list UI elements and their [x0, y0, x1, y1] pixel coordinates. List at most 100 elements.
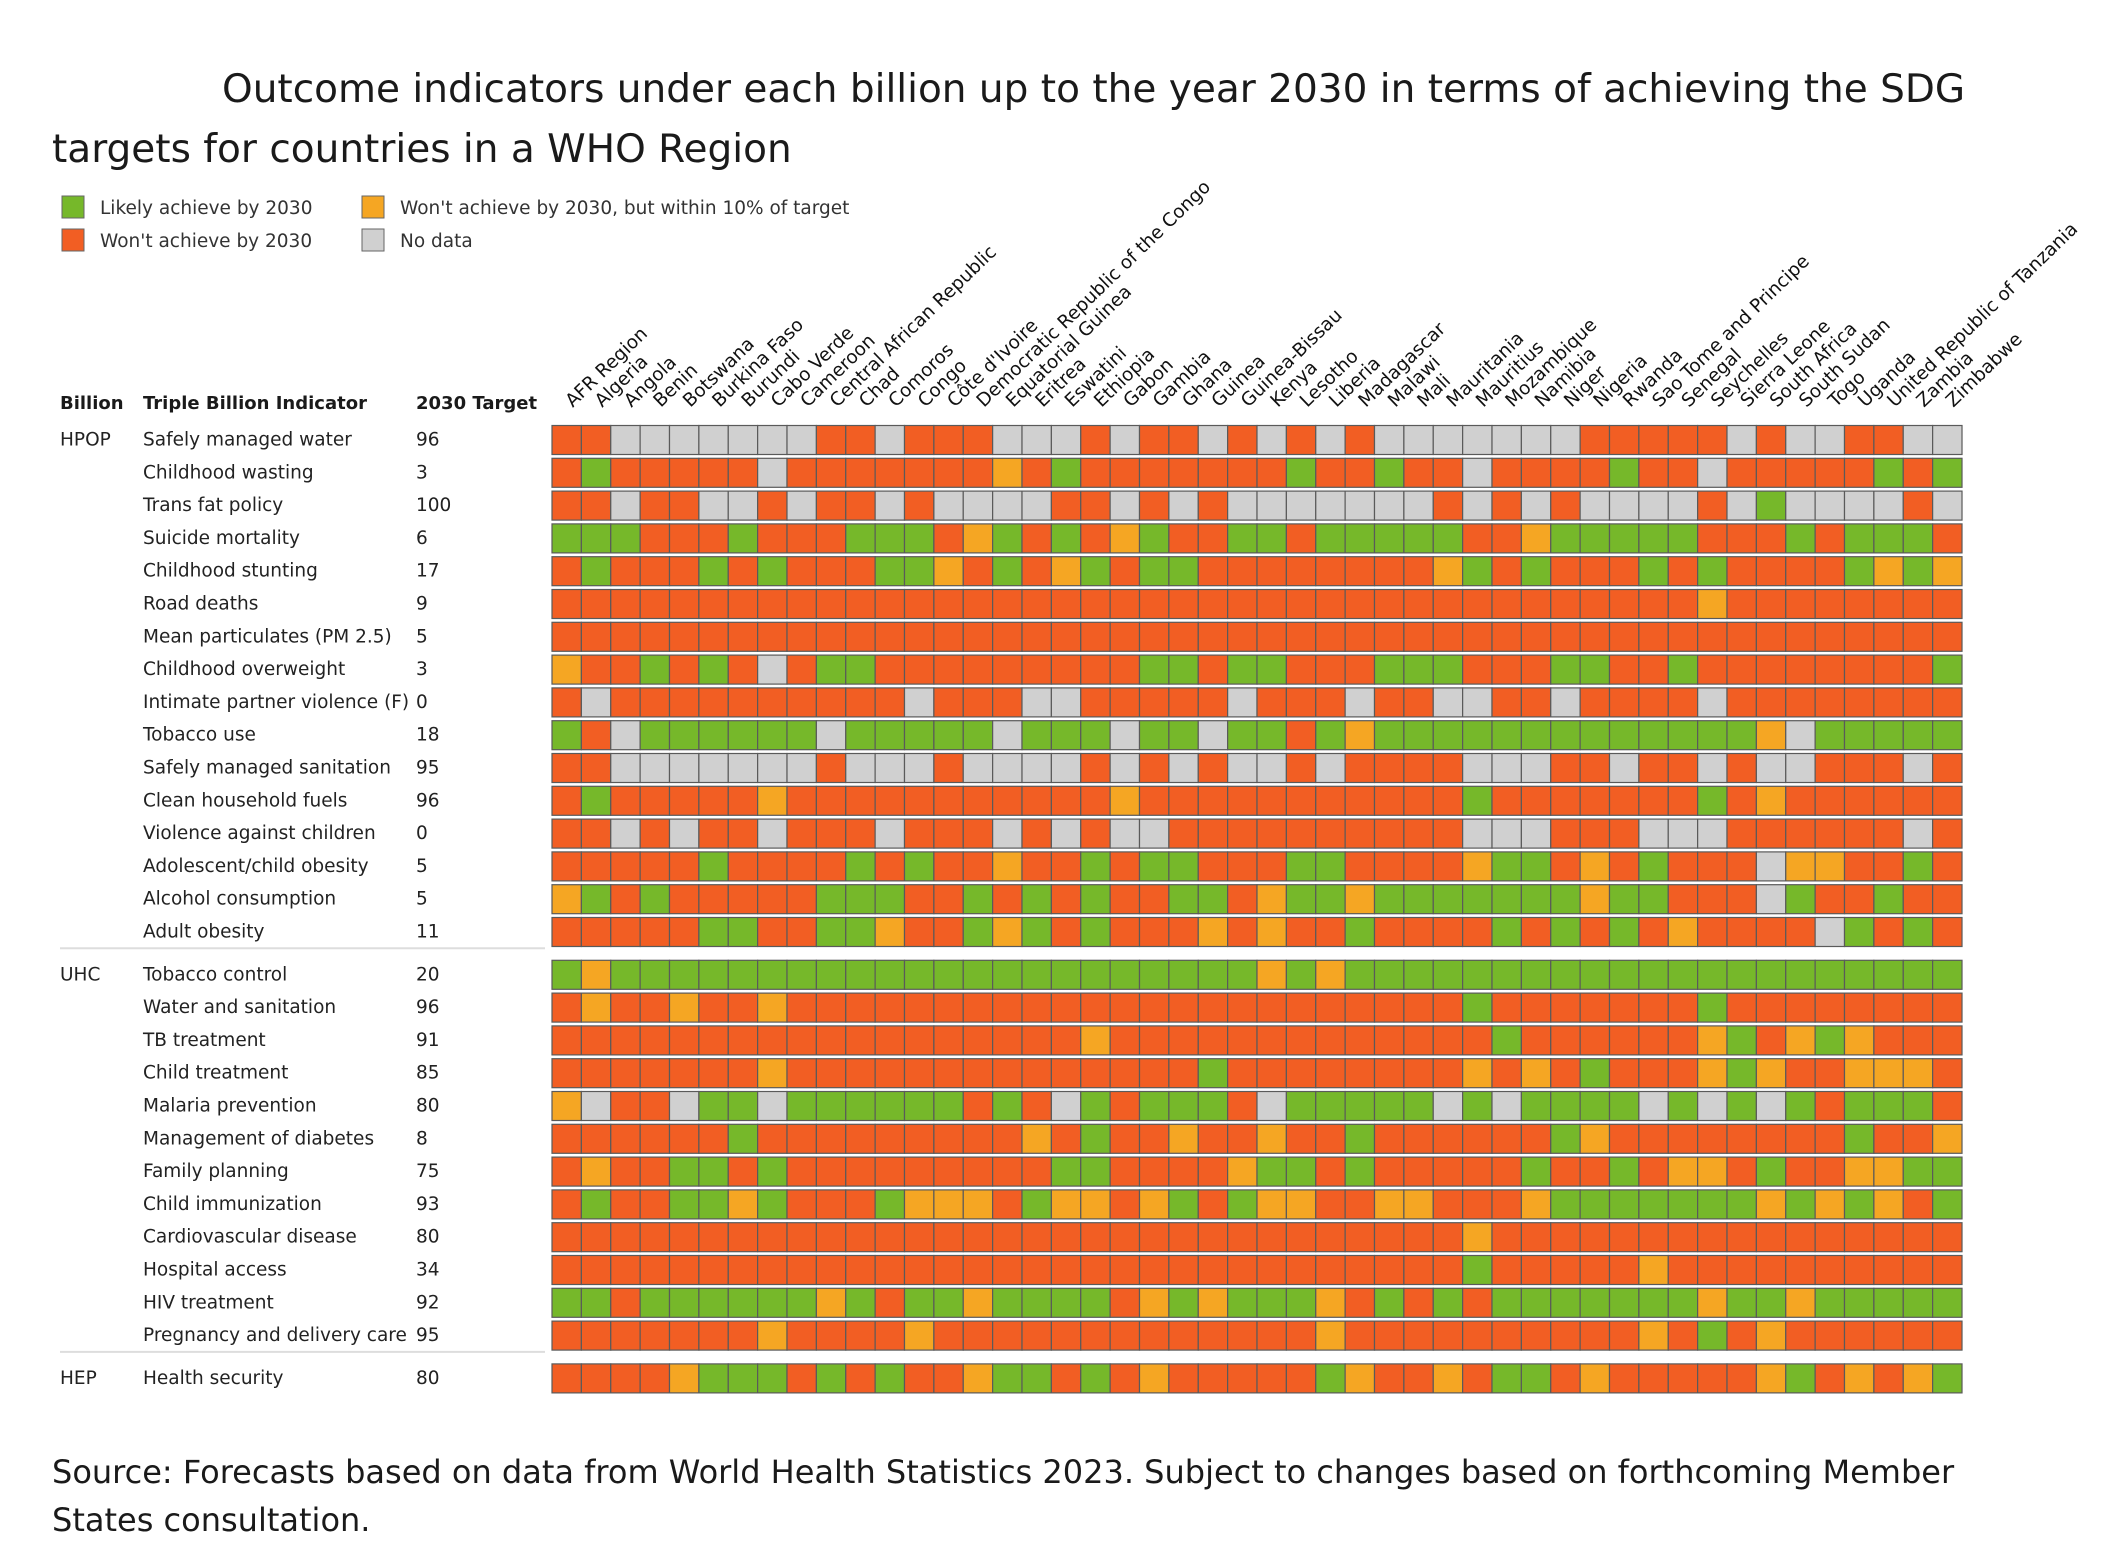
- heatmap-cell: [1873, 1320, 1904, 1351]
- heatmap-cell: [1491, 785, 1522, 816]
- heatmap-cell: [1491, 1058, 1522, 1089]
- heatmap-cell: [1138, 1058, 1170, 1089]
- heatmap-cell: [1285, 992, 1317, 1023]
- heatmap-cell: [580, 785, 612, 816]
- heatmap-cell: [786, 588, 817, 620]
- heatmap-cell: [1050, 1254, 1082, 1286]
- heatmap-cell: [1755, 424, 1787, 456]
- heatmap-cell: [1138, 687, 1170, 718]
- heatmap-cell: [757, 621, 788, 652]
- heatmap-cell: [933, 588, 964, 620]
- heatmap-cell: [1256, 720, 1287, 751]
- heatmap-cell: [580, 959, 612, 990]
- heatmap-cell: [551, 1156, 582, 1187]
- heatmap-cell: [786, 654, 817, 685]
- heatmap-cell: [1021, 1287, 1052, 1318]
- heatmap-cell: [1520, 1287, 1552, 1318]
- heatmap-cell: [727, 556, 759, 587]
- heatmap-cell: [1520, 424, 1552, 456]
- heatmap-cell: [1608, 720, 1640, 751]
- heatmap-cell: [992, 1058, 1023, 1089]
- heatmap-cell: [1520, 621, 1552, 652]
- heatmap-cell: [1579, 556, 1611, 587]
- heatmap-cell: [698, 851, 729, 882]
- heatmap-cell: [610, 588, 641, 620]
- heatmap-cell: [1315, 1025, 1346, 1056]
- heatmap-cell: [1755, 1058, 1787, 1089]
- heatmap-cell: [992, 1123, 1023, 1154]
- heatmap-cell: [668, 1287, 700, 1318]
- heatmap-cell: [1843, 621, 1875, 652]
- heatmap-cell: [786, 1189, 817, 1220]
- heatmap-cell: [1432, 916, 1464, 948]
- heatmap-cell: [992, 720, 1023, 751]
- heatmap-cell: [903, 916, 935, 948]
- heatmap-cell: [1638, 1058, 1669, 1089]
- heatmap-row: Safely managed water 96: [143, 424, 1963, 456]
- heatmap-cell: [551, 1090, 582, 1122]
- heatmap-cell: [1197, 1025, 1229, 1056]
- heatmap-cell: [1697, 1222, 1728, 1253]
- heatmap-cell: [1432, 654, 1464, 685]
- heatmap-cell: [639, 884, 671, 915]
- heatmap-cell: [1080, 1363, 1111, 1394]
- heatmap-cell: [1373, 720, 1405, 751]
- heatmap-cell: [1227, 588, 1258, 620]
- heatmap-cell: [1873, 654, 1904, 685]
- indicator-label: Water and sanitation: [143, 997, 336, 1018]
- heatmap-cell: [1021, 1090, 1052, 1122]
- heatmap-cell: [933, 621, 964, 652]
- heatmap-cell: [639, 1189, 671, 1220]
- heatmap-cell: [1285, 654, 1317, 685]
- heatmap-cell: [992, 556, 1023, 587]
- heatmap-cell: [845, 1156, 876, 1187]
- heatmap-cell: [1080, 523, 1111, 554]
- heatmap-cell: [757, 1287, 788, 1318]
- heatmap-cell: [992, 1156, 1023, 1187]
- heatmap-cell: [1638, 720, 1669, 751]
- heatmap-cell: [1285, 1363, 1317, 1394]
- heatmap-cell: [1785, 457, 1816, 488]
- heatmap-cell: [727, 1363, 759, 1394]
- heatmap-cell: [1109, 588, 1141, 620]
- heatmap-cell: [1579, 490, 1611, 521]
- heatmap-cell: [962, 916, 994, 948]
- heatmap-cell: [1109, 457, 1141, 488]
- heatmap-cell: [1873, 959, 1904, 990]
- heatmap-cell: [1138, 752, 1170, 784]
- heatmap-cell: [1785, 785, 1816, 816]
- heatmap-cell: [639, 1222, 671, 1253]
- heatmap-cell: [1902, 884, 1934, 915]
- heatmap-cell: [1843, 588, 1875, 620]
- heatmap-cell: [1021, 785, 1052, 816]
- heatmap-cell: [1373, 424, 1405, 456]
- heatmap-cell: [786, 424, 817, 456]
- heatmap-cell: [845, 1090, 876, 1122]
- heatmap-row: Cardiovascular disease 80: [143, 1222, 1963, 1253]
- heatmap-cell: [1550, 959, 1581, 990]
- heatmap-cell: [874, 1025, 906, 1056]
- heatmap-cell: [933, 1287, 964, 1318]
- heatmap-cell: [1667, 687, 1699, 718]
- heatmap-cell: [1256, 1025, 1287, 1056]
- heatmap-cell: [1667, 959, 1699, 990]
- heatmap-cell: [1520, 818, 1552, 849]
- heatmap-cell: [845, 1025, 876, 1056]
- heatmap-cell: [845, 752, 876, 784]
- heatmap-cell: [1667, 457, 1699, 488]
- heatmap-cell: [1608, 959, 1640, 990]
- heatmap-cell: [1462, 1222, 1493, 1253]
- heatmap-cell: [786, 457, 817, 488]
- heatmap-cell: [1285, 884, 1317, 915]
- heatmap-cell: [580, 1222, 612, 1253]
- heatmap-cell: [1373, 1189, 1405, 1220]
- heatmap-cell: [610, 1320, 641, 1351]
- legend-swatch-won-t-achieve-by-2030-but-within-10-of-target: [361, 195, 385, 219]
- heatmap-cell: [933, 1254, 964, 1286]
- heatmap-cell: [1344, 1123, 1376, 1154]
- heatmap-cell: [1315, 818, 1346, 849]
- heatmap-cell: [903, 424, 935, 456]
- heatmap-cell: [727, 818, 759, 849]
- heatmap-cell: [698, 1363, 729, 1394]
- heatmap-cell: [1344, 1222, 1376, 1253]
